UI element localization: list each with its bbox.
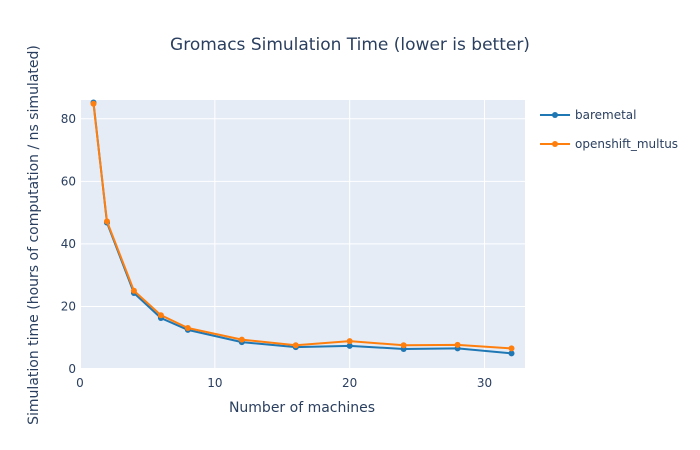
data-point <box>184 325 191 332</box>
chart-title: Gromacs Simulation Time (lower is better… <box>170 35 530 55</box>
legend-swatch-marker <box>552 141 558 147</box>
legend: baremetal openshift_multus <box>540 108 678 151</box>
y-tick-label: 80 <box>61 112 76 126</box>
plot-area <box>80 100 525 369</box>
data-point <box>292 342 299 349</box>
data-point <box>103 218 110 225</box>
legend-item-openshift_multus: openshift_multus <box>540 137 678 151</box>
data-point <box>508 345 515 352</box>
data-point <box>90 100 97 107</box>
legend-label: baremetal <box>575 108 637 122</box>
y-tick-label: 20 <box>61 299 76 313</box>
series-openshift_multus <box>90 100 515 352</box>
y-tick-label: 40 <box>61 237 76 251</box>
data-point <box>346 338 353 345</box>
data-point <box>400 342 407 349</box>
series-layer <box>90 99 515 357</box>
x-axis-title: Number of machines <box>229 400 375 416</box>
x-tick-label: 0 <box>76 376 84 390</box>
legend-item-baremetal: baremetal <box>540 108 637 122</box>
data-point <box>508 350 515 357</box>
x-tick-label: 10 <box>207 376 222 390</box>
legend-swatch-marker <box>552 112 558 118</box>
y-axis-title: Simulation time (hours of computation / … <box>26 45 42 425</box>
data-point <box>130 287 137 294</box>
data-point <box>157 312 164 319</box>
y-tick-label: 0 <box>68 362 76 376</box>
data-point <box>346 342 353 349</box>
legend-label: openshift_multus <box>575 137 678 151</box>
x-tick-labels: 0 10 20 30 <box>76 376 492 390</box>
y-tick-label: 60 <box>61 174 76 188</box>
data-point <box>238 336 245 343</box>
y-tick-labels: 0 20 40 60 80 <box>61 112 76 376</box>
x-tick-label: 30 <box>477 376 492 390</box>
data-point <box>454 341 461 348</box>
x-tick-label: 20 <box>342 376 357 390</box>
grid-lines <box>79 100 525 370</box>
